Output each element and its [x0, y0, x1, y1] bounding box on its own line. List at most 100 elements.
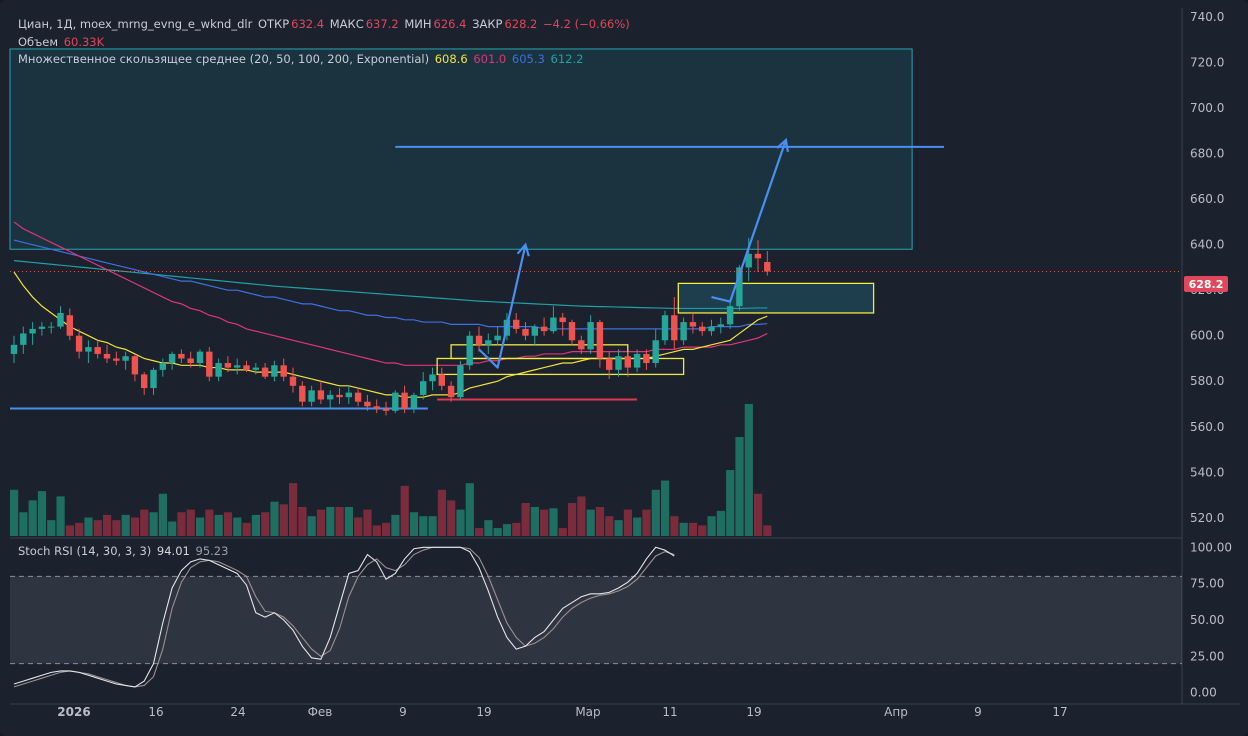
volume-bar [595, 506, 605, 536]
price-tick-label: 640.0 [1190, 238, 1224, 252]
candle-body [606, 358, 613, 370]
volume-bar [493, 528, 502, 536]
volume-label: Объем [18, 35, 59, 49]
price-tick-label: 580.0 [1190, 374, 1224, 388]
candle-body [699, 326, 706, 332]
volume-bar [521, 503, 530, 536]
volume-bar [707, 516, 716, 536]
volume-bar [158, 493, 167, 536]
price-tick-label: 600.0 [1190, 329, 1224, 343]
volume-bar [679, 522, 688, 536]
candle-body [475, 335, 483, 345]
candle-body [280, 365, 287, 377]
candle-body [113, 358, 120, 361]
candle-body [587, 322, 594, 350]
forecast-arrow-1 [478, 244, 527, 369]
volume-bar [47, 520, 56, 536]
volume-bar [326, 506, 335, 536]
candle-body [38, 326, 46, 329]
candle-body [578, 340, 585, 350]
volume-bar [233, 517, 242, 536]
candle-body [726, 306, 734, 325]
candle-body [308, 390, 315, 402]
candle-body [206, 351, 213, 377]
candle-body [485, 340, 492, 345]
stoch-k-line [13, 546, 675, 688]
candle-body [531, 326, 538, 336]
volume-bar [354, 517, 363, 536]
ema100-line [13, 239, 768, 330]
volume-bar [242, 522, 251, 536]
candle-body [447, 385, 455, 398]
volume-bar [372, 525, 381, 536]
stoch-tick-label: 25.00 [1190, 649, 1224, 663]
candle-body [689, 322, 697, 327]
time-tick-label: 17 [1052, 705, 1067, 719]
volume-bar [84, 517, 93, 536]
candle-body [327, 394, 334, 400]
volume-bar [735, 437, 744, 536]
candle-body [410, 394, 418, 409]
time-tick-label: 24 [230, 705, 245, 719]
yellow-box-2 [450, 344, 629, 360]
candle-body [624, 356, 631, 368]
volume-bar [307, 516, 316, 536]
volume-bar [205, 509, 214, 536]
volume-bar [716, 510, 725, 536]
candle-body [540, 326, 548, 332]
volume-bar [698, 525, 707, 536]
candle-body [494, 335, 501, 341]
volume-bar [316, 509, 326, 536]
volume-bar [298, 506, 307, 536]
volume-bar [465, 483, 474, 536]
time-tick-label: 2026 [57, 705, 90, 719]
ema-legend[interactable]: Множественное скользящее среднее (20, 50… [18, 52, 585, 66]
stoch-legend[interactable]: Stoch RSI (14, 30, 3, 3) 94.01 95.23 [18, 544, 230, 558]
volume-legend[interactable]: Объем 60.33K [18, 35, 106, 49]
entry-zone-rect [677, 282, 875, 314]
candle-body [364, 401, 371, 407]
candle-body [48, 326, 55, 328]
candle-body [652, 340, 659, 364]
candle-body [66, 315, 73, 336]
candle-body [754, 253, 762, 259]
candle-body [671, 315, 678, 341]
candle-body [559, 317, 566, 323]
candle-body [261, 367, 269, 377]
high-value: 637.2 [365, 17, 399, 31]
stoch-d-value: 95.23 [195, 544, 229, 558]
candle-body [122, 356, 129, 361]
volume-bar [651, 489, 660, 536]
candle-body [354, 392, 362, 402]
candle-body [224, 363, 232, 368]
ema-label: Множественное скользящее среднее (20, 50… [18, 52, 430, 66]
high-label: МАКС [329, 17, 364, 31]
volume-bar [409, 512, 419, 536]
volume-bar [391, 514, 400, 536]
volume-bar [670, 516, 679, 536]
candle-body [401, 392, 408, 409]
volume-bar [10, 489, 19, 536]
volume-bar [642, 509, 651, 536]
candle-body [20, 333, 27, 345]
volume-bar [28, 500, 37, 536]
price-tick-label: 740.0 [1190, 10, 1224, 24]
price-tick-label: 700.0 [1190, 101, 1224, 115]
ema20-line [13, 271, 768, 398]
volume-bar [223, 512, 233, 536]
volume-bar [251, 514, 260, 536]
candle-body [736, 267, 743, 307]
candle-body [299, 385, 306, 402]
volume-bar [130, 517, 140, 536]
low-value: 626.4 [433, 17, 467, 31]
price-tick-label: 680.0 [1190, 147, 1224, 161]
low-label: МИН [404, 17, 432, 31]
volume-bar [661, 480, 670, 536]
volume-bar [149, 512, 158, 536]
close-value: 628.2 [504, 17, 538, 31]
volume-bar [196, 517, 205, 536]
candle-body [717, 324, 724, 327]
candle-body [187, 358, 194, 364]
volume-bar [447, 500, 456, 536]
